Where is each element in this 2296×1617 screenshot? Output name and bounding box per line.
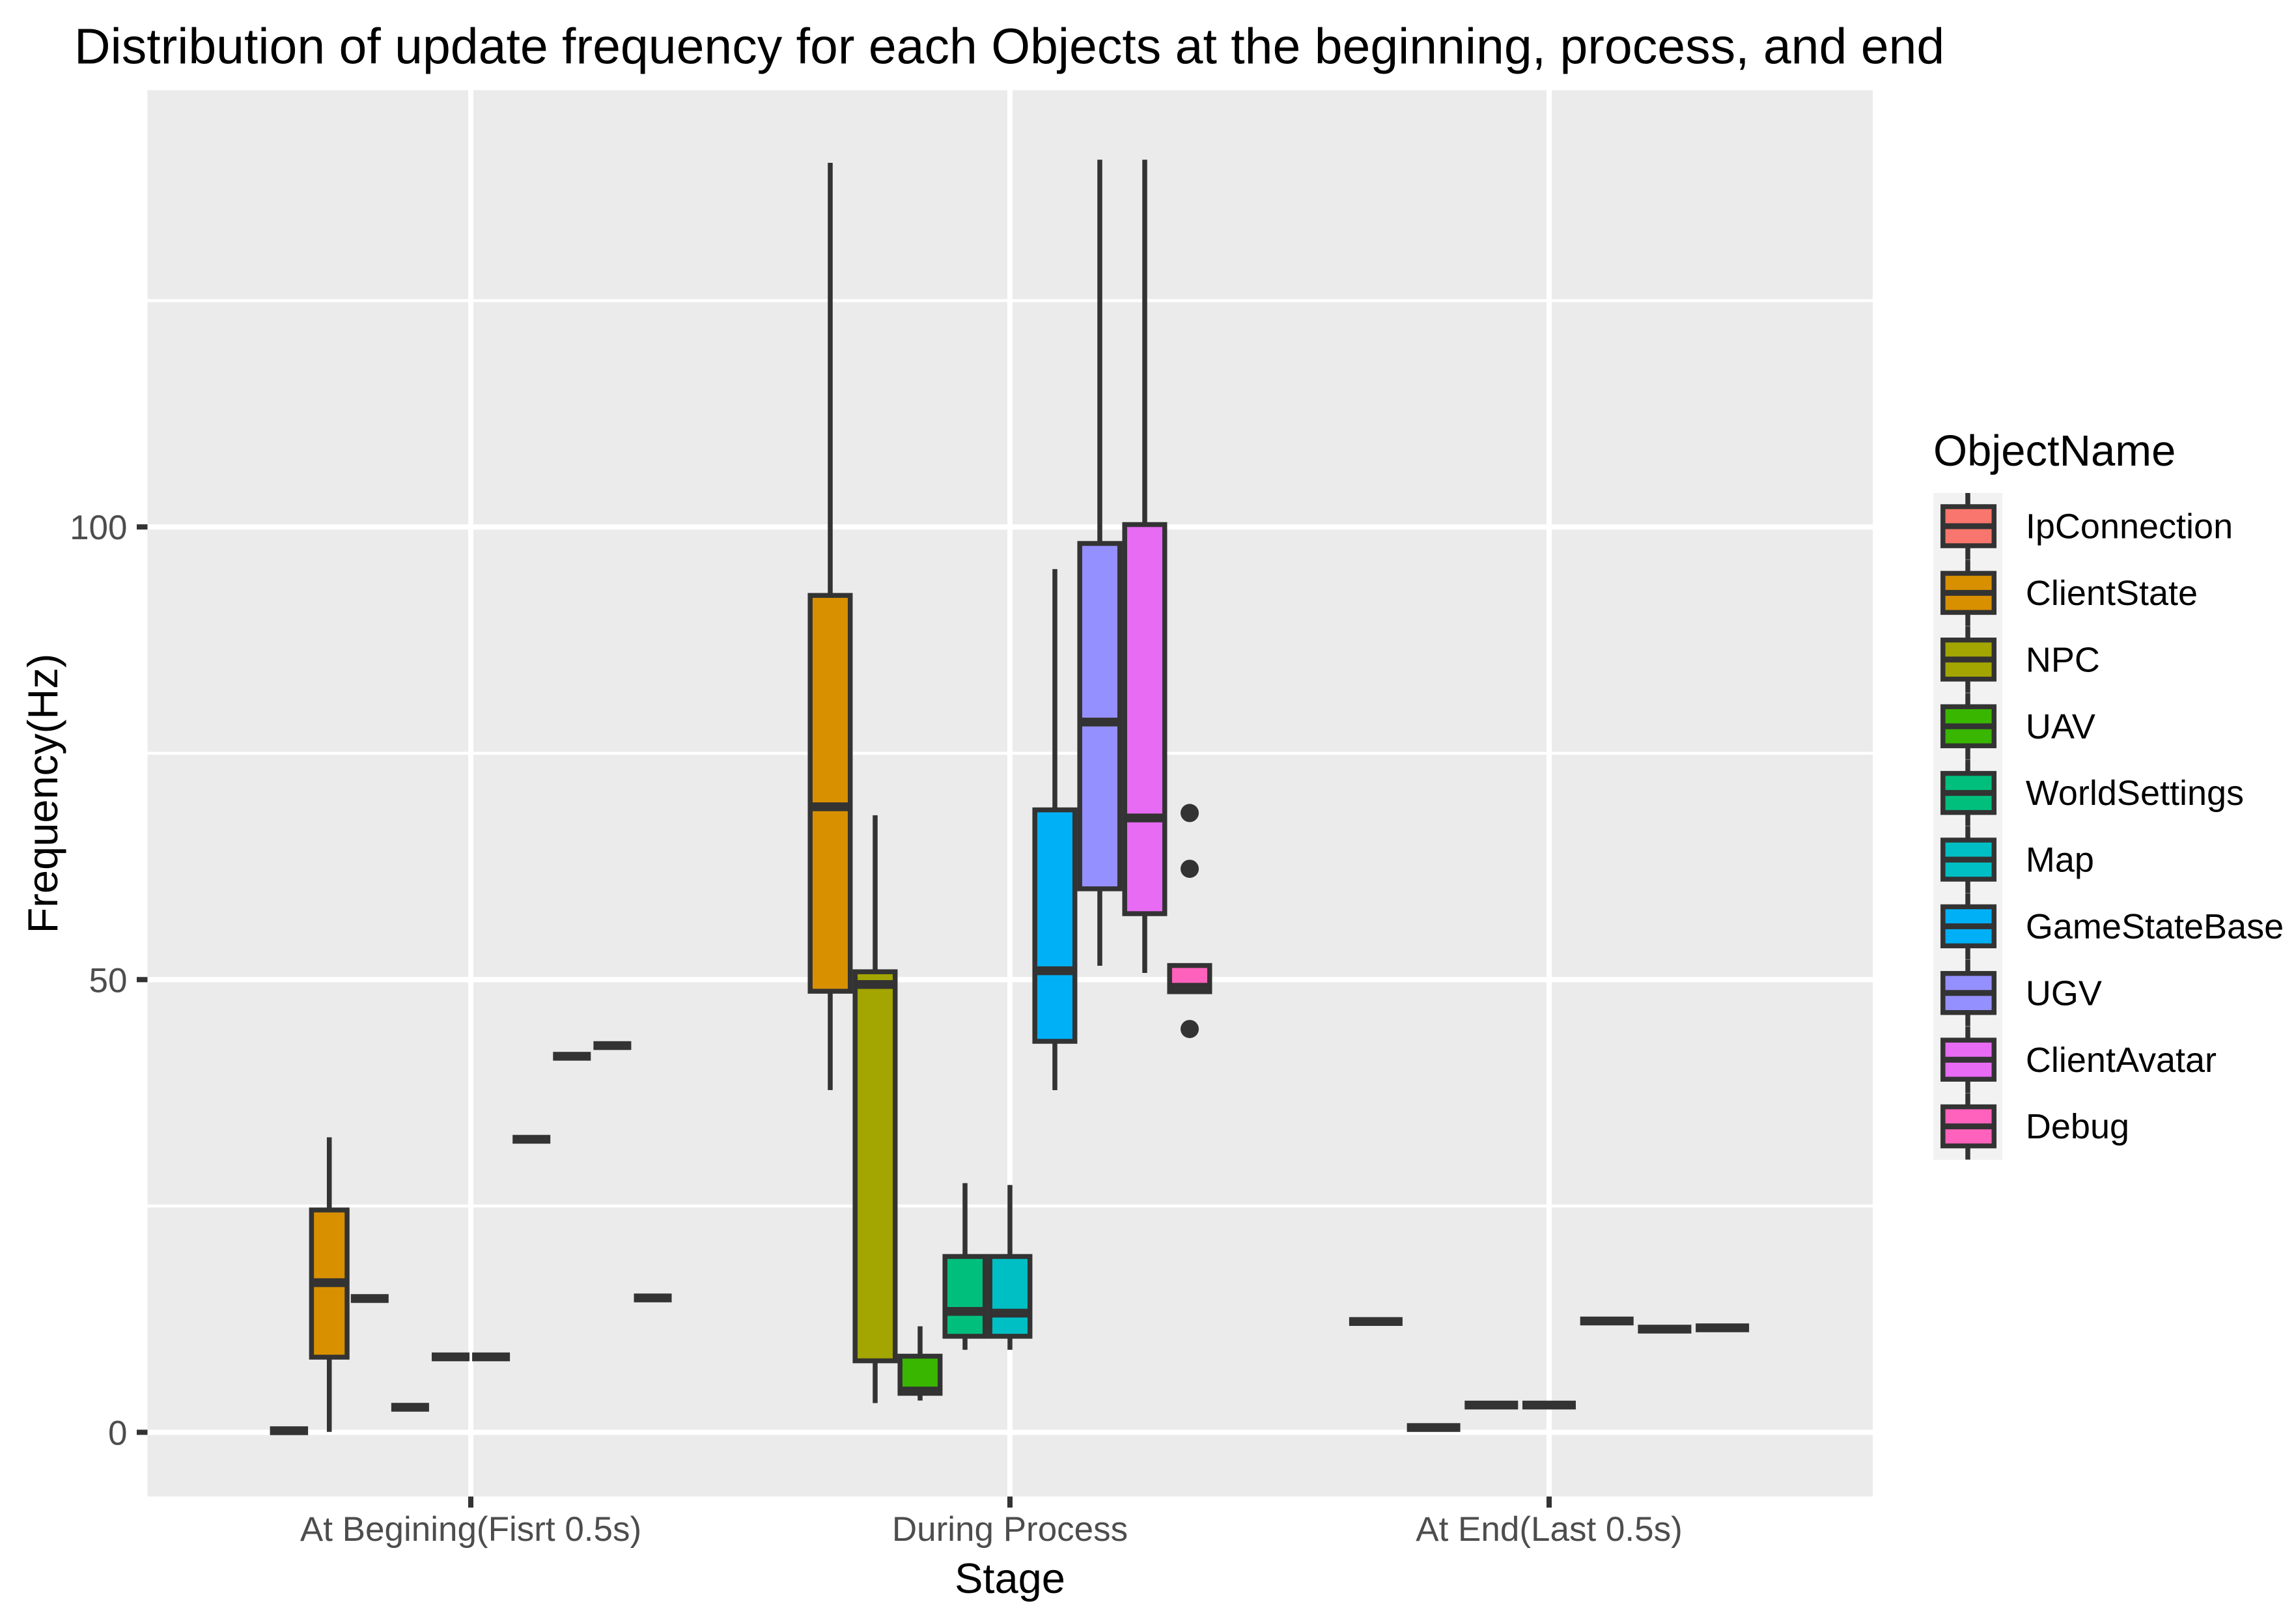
svg-text:Map: Map	[2026, 841, 2094, 880]
svg-text:At Begining(Fisrt 0.5s): At Begining(Fisrt 0.5s)	[300, 1510, 641, 1549]
svg-text:IpConnection: IpConnection	[2026, 507, 2233, 546]
svg-text:Debug: Debug	[2026, 1107, 2129, 1146]
svg-text:0: 0	[108, 1414, 127, 1452]
svg-text:ClientAvatar: ClientAvatar	[2026, 1041, 2217, 1080]
svg-text:During Process: During Process	[892, 1510, 1128, 1549]
svg-text:UGV: UGV	[2026, 974, 2102, 1013]
svg-text:Frequency(Hz): Frequency(Hz)	[19, 654, 66, 934]
svg-text:Distribution of update frequen: Distribution of update frequency for eac…	[74, 19, 1944, 75]
svg-text:WorldSettings: WorldSettings	[2026, 774, 2244, 813]
svg-text:NPC: NPC	[2026, 640, 2100, 679]
svg-text:GameStateBase: GameStateBase	[2026, 907, 2284, 946]
svg-text:50: 50	[89, 961, 128, 1000]
svg-text:Stage: Stage	[955, 1554, 1065, 1602]
svg-text:ObjectName: ObjectName	[1933, 427, 2176, 475]
svg-text:At End(Last 0.5s): At End(Last 0.5s)	[1416, 1510, 1682, 1549]
svg-text:UAV: UAV	[2026, 707, 2095, 746]
svg-text:100: 100	[70, 509, 127, 547]
svg-text:ClientState: ClientState	[2026, 574, 2198, 613]
